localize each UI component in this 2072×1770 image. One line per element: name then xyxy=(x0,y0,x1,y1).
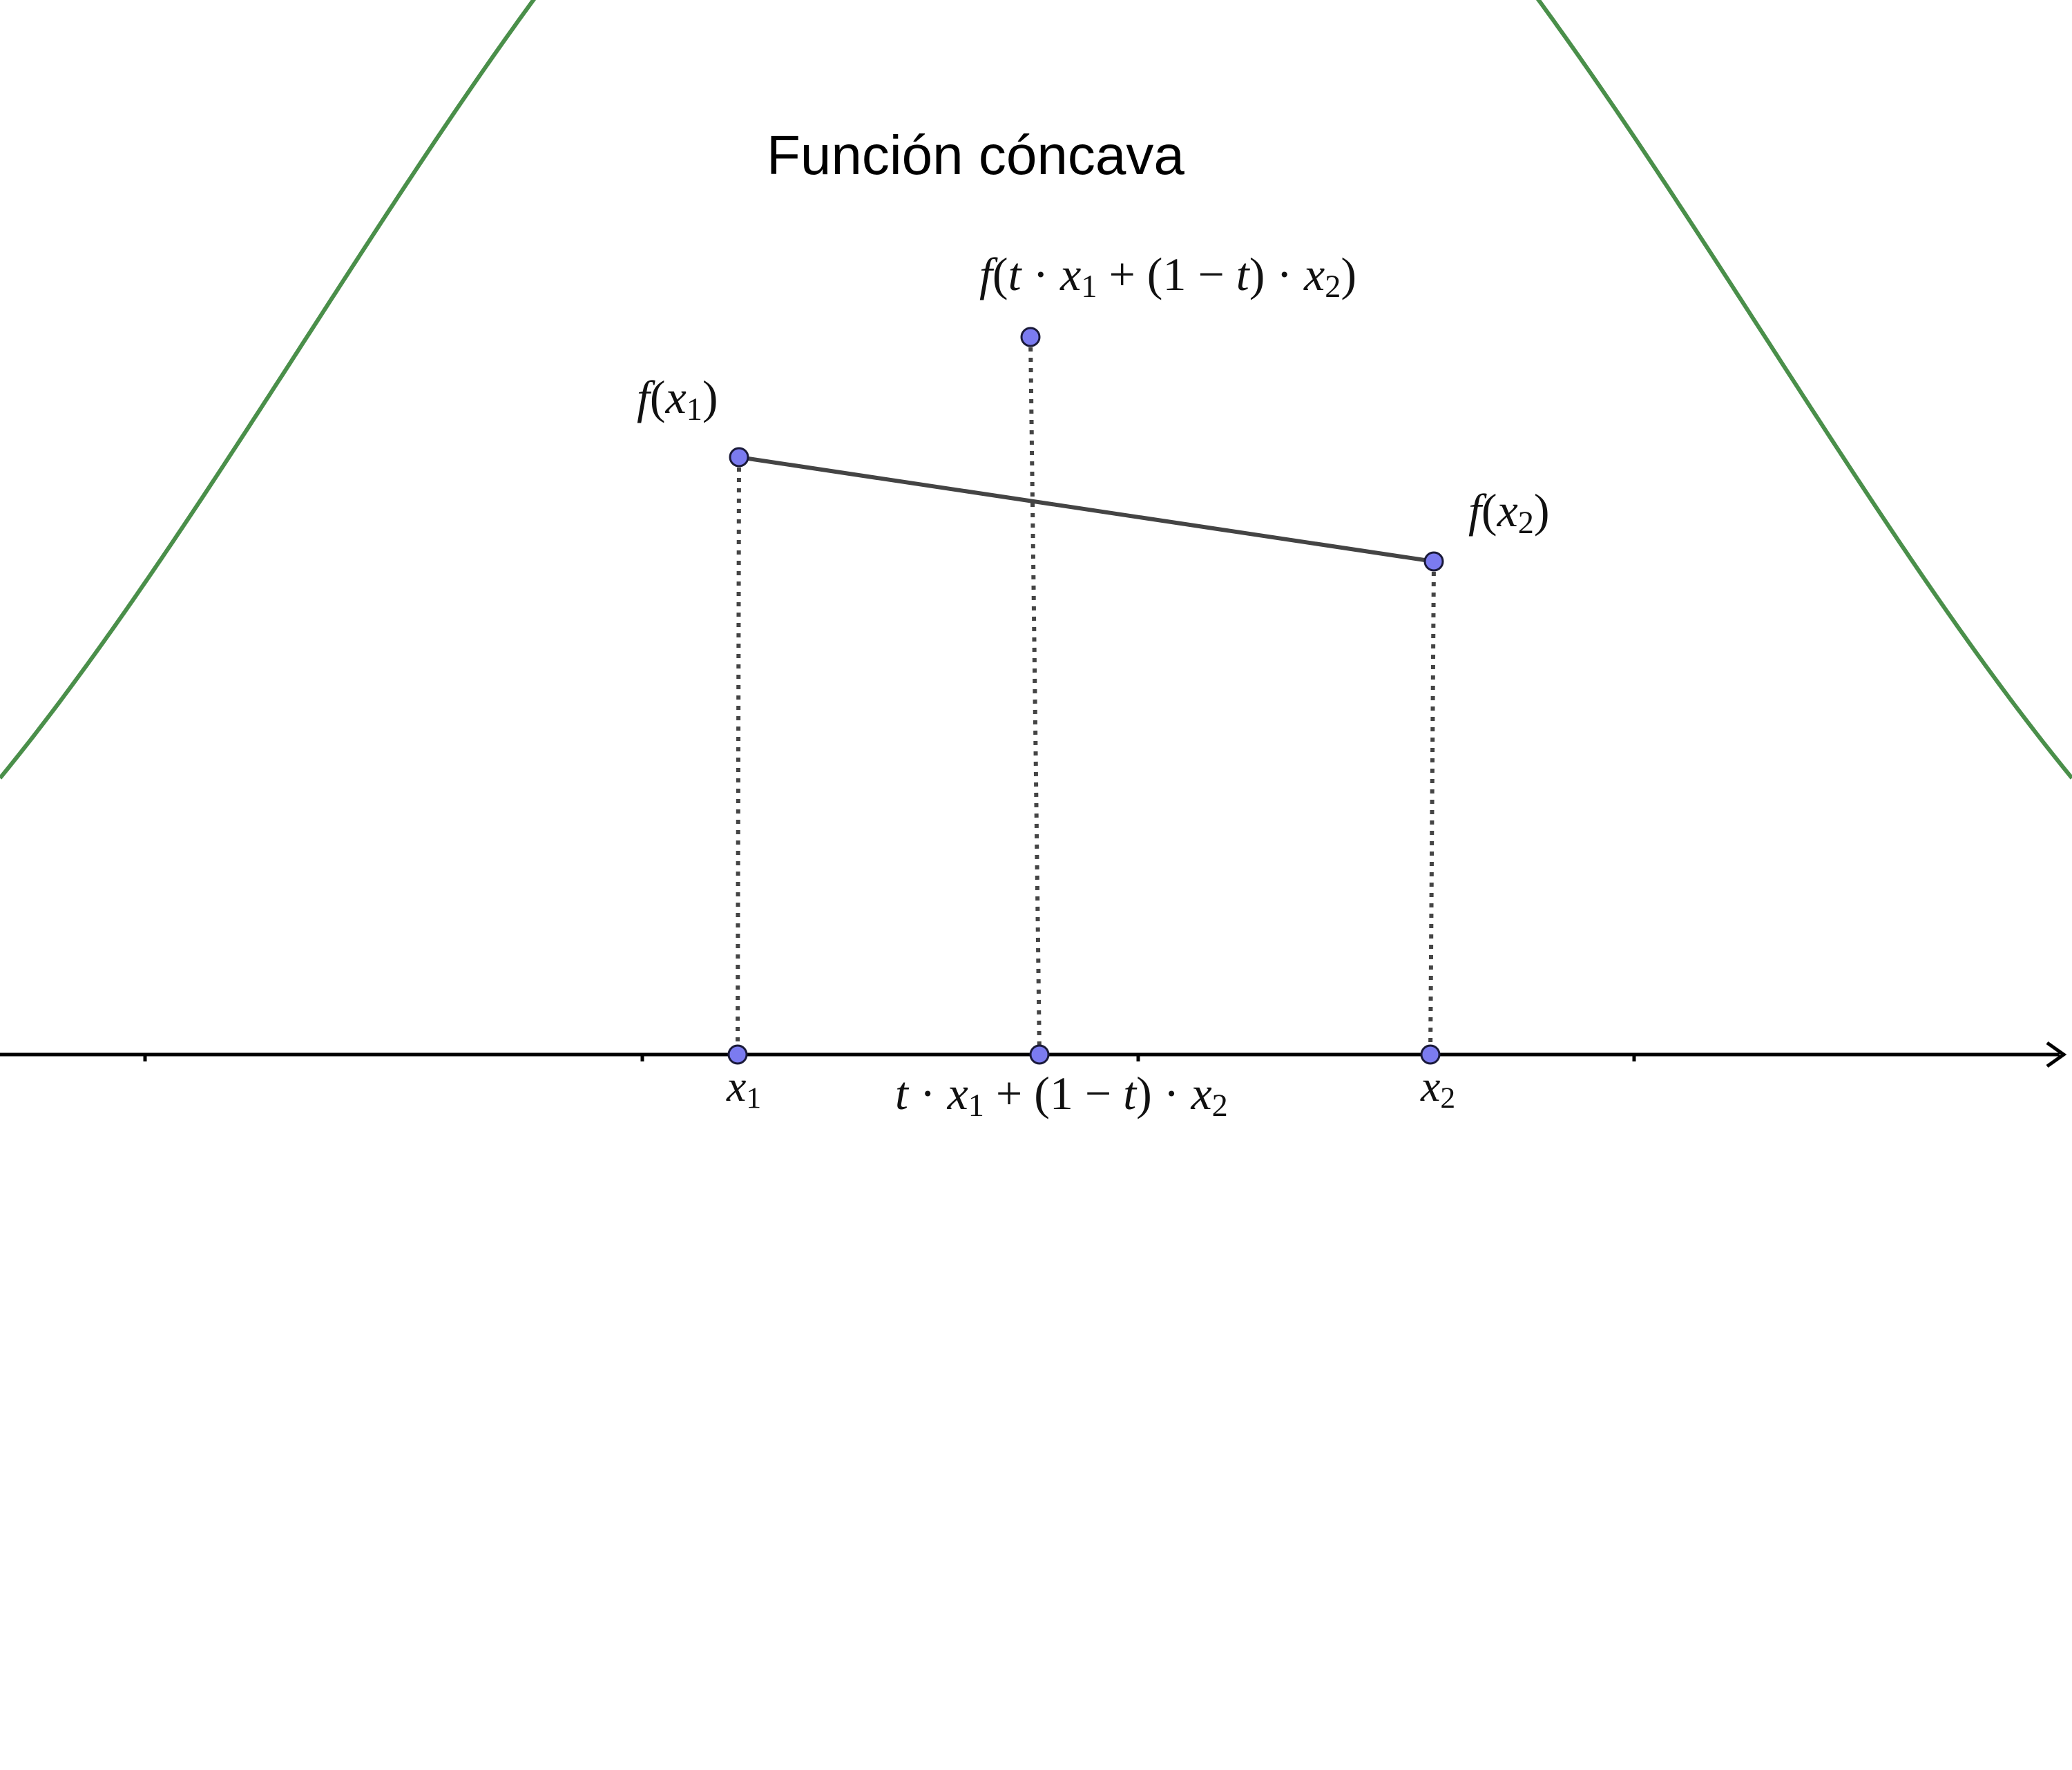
concave-curve xyxy=(0,0,2072,780)
vertical-guides xyxy=(736,336,1436,1055)
guide-x1 xyxy=(736,456,741,1055)
point-x1 xyxy=(727,1044,748,1065)
label-fx2: f(x2) xyxy=(1468,484,1550,541)
diagram-title: Función cóncava xyxy=(767,124,1184,186)
arrow-right-icon xyxy=(2046,1041,2067,1068)
label-xmid: t · x1 + (1 − t) · x2 xyxy=(895,1067,1228,1124)
points xyxy=(727,327,1444,1065)
point-fx1 xyxy=(729,447,749,468)
label-fmid: f(t · x1 + (1 − t) · x2) xyxy=(979,248,1356,305)
point-xmid xyxy=(1029,1044,1050,1065)
point-fx2 xyxy=(1423,551,1444,572)
guide-x2 xyxy=(1428,561,1436,1055)
label-x2: x2 xyxy=(1420,1061,1455,1115)
label-fx1: f(x1) xyxy=(637,371,718,427)
point-x2 xyxy=(1420,1044,1441,1065)
label-x1: x1 xyxy=(726,1061,761,1115)
chord-segment xyxy=(738,455,1435,564)
point-fmid xyxy=(1020,327,1041,347)
guide-mid xyxy=(1028,336,1042,1055)
